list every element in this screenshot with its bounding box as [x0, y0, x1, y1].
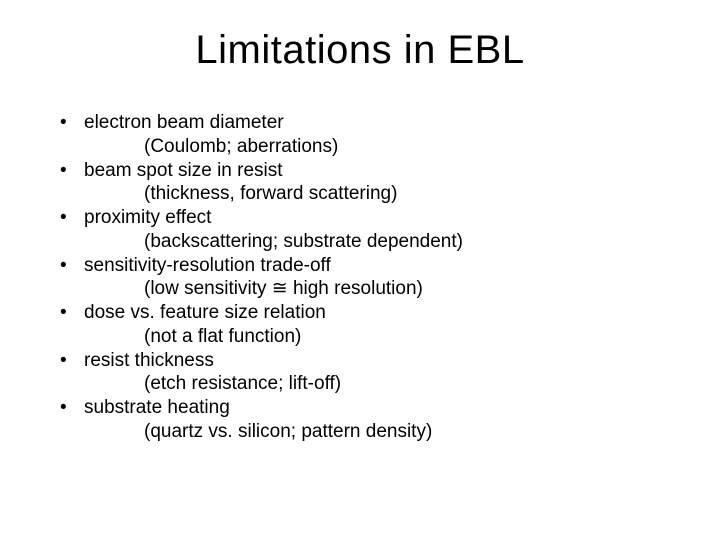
item-sub: (not a flat function) — [60, 325, 680, 349]
item-main: dose vs. feature size relation — [84, 301, 680, 325]
list-item: resist thickness — [60, 349, 680, 373]
item-main: electron beam diameter — [84, 111, 680, 135]
item-sub: (Coulomb; aberrations) — [60, 135, 680, 159]
list-item: substrate heating — [60, 396, 680, 420]
list-item: electron beam diameter — [60, 111, 680, 135]
bullet-icon — [60, 254, 84, 278]
item-main: substrate heating — [84, 396, 680, 420]
bullet-icon — [60, 159, 84, 183]
bullet-icon — [60, 301, 84, 325]
item-sub: (thickness, forward scattering) — [60, 182, 680, 206]
bullet-icon — [60, 111, 84, 135]
item-sub: (low sensitivity ≅ high resolution) — [60, 277, 680, 301]
item-sub: (backscattering; substrate dependent) — [60, 230, 680, 254]
list-item: proximity effect — [60, 206, 680, 230]
slide: { "title": "Limitations in EBL", "items"… — [0, 0, 720, 540]
bullet-icon — [60, 206, 84, 230]
bullet-list: electron beam diameter (Coulomb; aberrat… — [0, 93, 720, 444]
bullet-icon — [60, 349, 84, 373]
item-sub: (quartz vs. silicon; pattern density) — [60, 420, 680, 444]
slide-title: Limitations in EBL — [0, 0, 720, 93]
item-main: sensitivity-resolution trade-off — [84, 254, 680, 278]
list-item: beam spot size in resist — [60, 159, 680, 183]
item-main: proximity effect — [84, 206, 680, 230]
item-main: resist thickness — [84, 349, 680, 373]
item-sub: (etch resistance; lift-off) — [60, 372, 680, 396]
list-item: sensitivity-resolution trade-off — [60, 254, 680, 278]
item-main: beam spot size in resist — [84, 159, 680, 183]
bullet-icon — [60, 396, 84, 420]
list-item: dose vs. feature size relation — [60, 301, 680, 325]
